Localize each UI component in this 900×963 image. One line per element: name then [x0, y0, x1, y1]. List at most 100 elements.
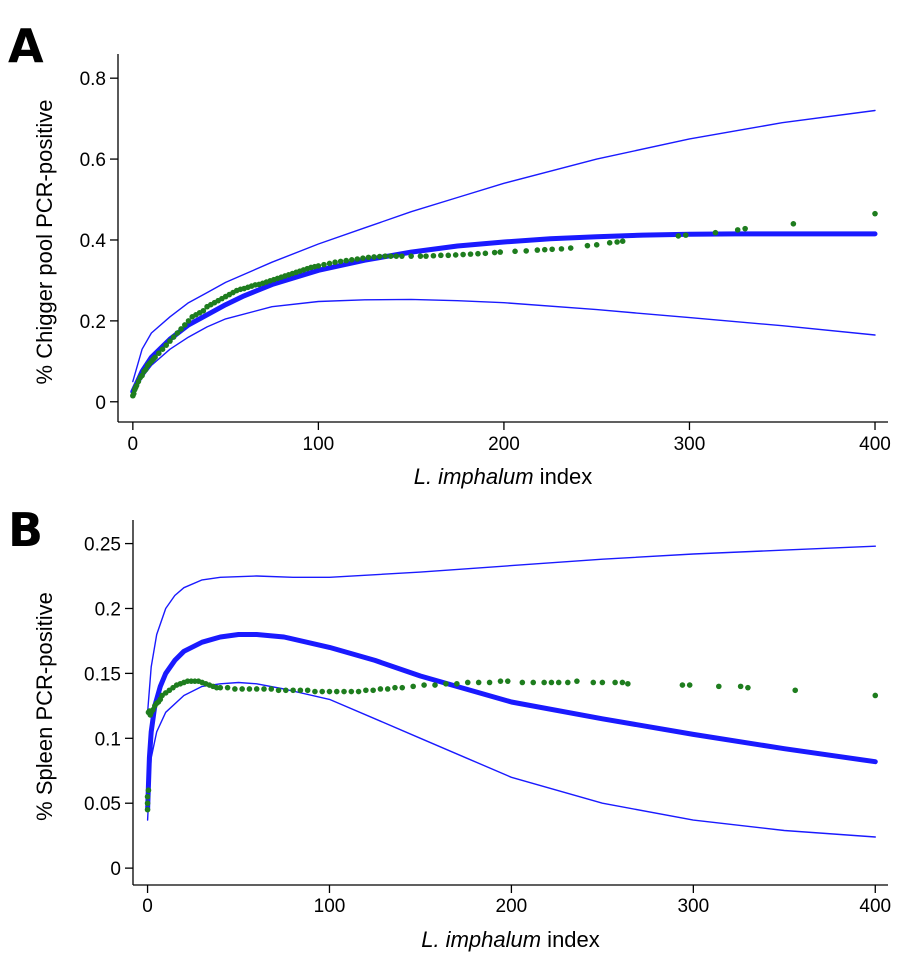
observed-point: [512, 248, 518, 255]
observed-point: [371, 254, 377, 260]
observed-point: [541, 679, 547, 686]
lower-ci-curve: [132, 298, 876, 397]
observed-point: [614, 239, 620, 245]
observed-point: [790, 220, 797, 227]
y-axis-label: % Chigger pool PCR-positive: [32, 100, 57, 385]
observed-point: [354, 256, 361, 262]
observed-point: [541, 246, 548, 253]
observed-point: [548, 679, 555, 686]
observed-point: [387, 253, 394, 259]
observed-point: [152, 354, 158, 361]
observed-point: [181, 322, 188, 328]
observed-point: [612, 679, 618, 686]
observed-point: [872, 692, 879, 699]
observed-point: [565, 679, 571, 686]
fitted-curve: [145, 632, 878, 813]
x-tick-label: 200: [488, 434, 520, 455]
x-tick-label: 100: [314, 896, 346, 917]
observed-point: [185, 318, 192, 324]
observed-point: [178, 326, 184, 332]
observed-point: [246, 686, 253, 692]
observed-point: [464, 679, 471, 686]
upper-ci-curve: [132, 109, 876, 383]
observed-point: [268, 686, 275, 692]
y-axis-label: % Spleen PCR-positive: [32, 592, 57, 821]
observed-point: [261, 686, 267, 692]
observed-point: [370, 687, 376, 694]
observed-point: [421, 682, 427, 688]
observed-point: [734, 227, 741, 233]
y-tick-label: 0.6: [80, 150, 106, 171]
observed-point: [224, 684, 231, 691]
observed-point: [275, 687, 282, 694]
observed-point: [159, 346, 166, 352]
observed-point: [174, 330, 181, 336]
observed-point: [534, 247, 541, 253]
observed-point: [333, 688, 340, 695]
panel-letter: A: [8, 19, 44, 73]
observed-point: [167, 338, 173, 344]
observed-point: [454, 680, 460, 687]
observed-point: [682, 232, 689, 238]
x-tick-label: 0: [142, 896, 153, 917]
observed-point: [337, 258, 344, 265]
x-axis-label: L. imphalum index: [421, 927, 600, 952]
observed-point: [392, 684, 398, 691]
observed-point: [321, 261, 327, 268]
observed-point: [363, 687, 369, 694]
x-tick-label: 0: [128, 434, 139, 455]
observed-point: [145, 787, 152, 794]
upper-ci-curve: [146, 545, 876, 713]
observed-point: [567, 245, 574, 251]
observed-point: [523, 248, 529, 254]
observed-point: [315, 263, 322, 269]
observed-point: [504, 678, 511, 684]
y-tick-label: 0.8: [80, 69, 106, 90]
observed-point: [304, 687, 311, 694]
observed-point: [355, 688, 362, 695]
y-tick-label: 0.2: [80, 312, 106, 333]
observed-point: [460, 251, 466, 258]
observed-point: [297, 687, 304, 694]
observed-point: [686, 682, 693, 688]
observed-point: [290, 687, 296, 694]
observed-point: [253, 686, 260, 692]
observed-point: [491, 249, 498, 256]
observed-point: [482, 250, 489, 257]
observed-point: [232, 686, 238, 692]
observed-point: [574, 678, 580, 684]
panel-a: A 0 0.2 0.4 0.6 0.8 0 100 200 300 400 L. imphalum i…: [8, 19, 891, 489]
observed-point: [497, 249, 504, 255]
observed-point: [619, 679, 626, 686]
observed-point: [452, 252, 459, 258]
observed-point: [144, 806, 151, 813]
y-tick-label: 0.05: [84, 794, 121, 815]
observed-point: [619, 238, 626, 244]
observed-point: [319, 688, 326, 695]
observed-point: [410, 683, 416, 690]
observed-point: [558, 246, 565, 252]
observed-point: [382, 253, 388, 259]
observed-point: [792, 687, 799, 694]
observed-point: [393, 253, 400, 259]
observed-point: [156, 350, 162, 357]
x-axis-label: L. imphalum index: [414, 464, 593, 489]
observed-point: [144, 793, 151, 800]
observed-point: [399, 253, 405, 259]
x-tick-label: 300: [674, 434, 706, 455]
x-tick-label: 200: [496, 896, 528, 917]
observed-point: [679, 682, 686, 688]
x-tick-label: 400: [859, 896, 891, 917]
observed-point: [239, 686, 245, 692]
y-tick-label: 0.2: [95, 599, 121, 620]
observed-point: [163, 342, 170, 348]
observed-point: [590, 679, 597, 686]
observed-point: [170, 334, 177, 340]
observed-point: [348, 256, 355, 263]
observed-point: [555, 679, 562, 686]
observed-point: [377, 686, 384, 692]
y-tick-label: 0.25: [84, 535, 121, 556]
observed-point: [497, 678, 504, 684]
observed-point: [445, 252, 452, 259]
